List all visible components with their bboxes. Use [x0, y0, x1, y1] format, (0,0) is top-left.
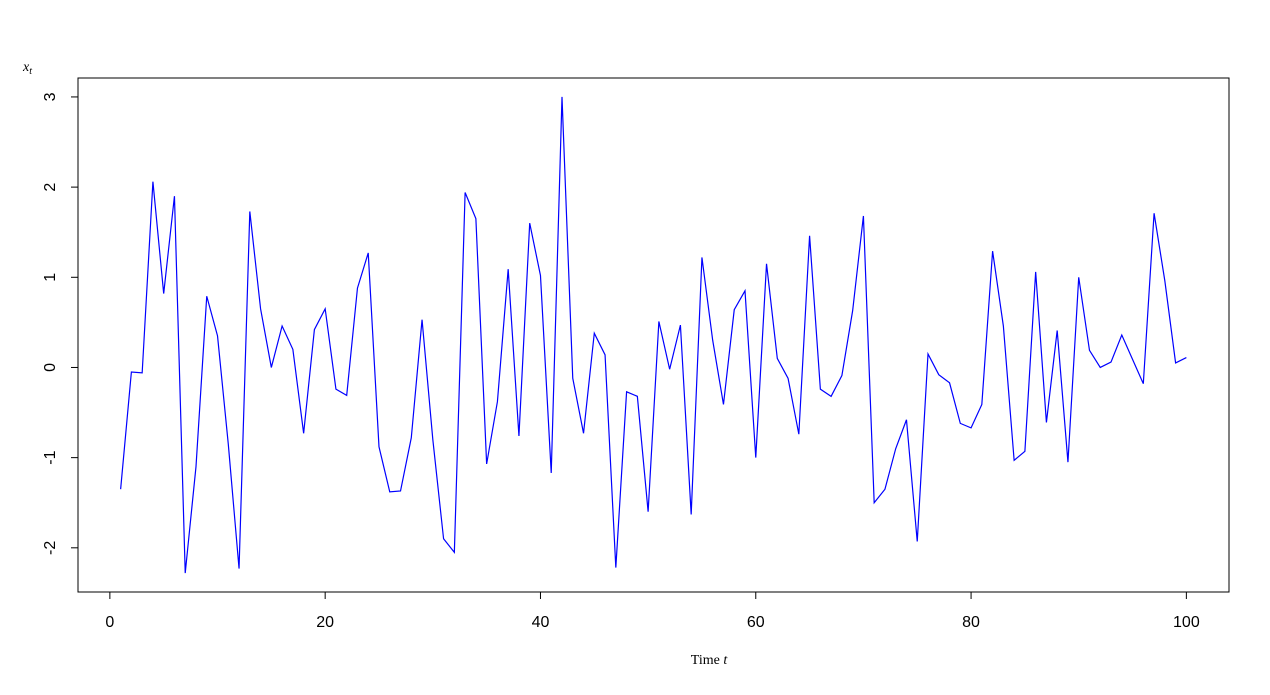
- series-line: [120, 96, 1187, 574]
- x-tick-label: 20: [316, 614, 334, 631]
- x-label-var: t: [723, 653, 728, 668]
- y-tick-label: -2: [42, 541, 59, 555]
- y-tick-label: -1: [42, 450, 59, 464]
- y-tick-label: 3: [42, 92, 59, 101]
- x-tick-label: 80: [962, 614, 980, 631]
- x-tick-label: 40: [532, 614, 550, 631]
- x-tick-label: 60: [747, 614, 765, 631]
- y-label-sub: t: [29, 66, 32, 77]
- x-tick-label: 100: [1173, 614, 1200, 631]
- y-label-text: x: [22, 60, 30, 75]
- x-tick-label: 0: [105, 614, 114, 631]
- y-axis-label: xt: [22, 60, 32, 77]
- x-axis-label: Time t: [691, 653, 729, 668]
- y-tick-label: 0: [42, 363, 59, 372]
- y-tick-label: 2: [42, 183, 59, 192]
- y-tick-label: 1: [42, 273, 59, 282]
- x-label-text: Time: [691, 653, 720, 668]
